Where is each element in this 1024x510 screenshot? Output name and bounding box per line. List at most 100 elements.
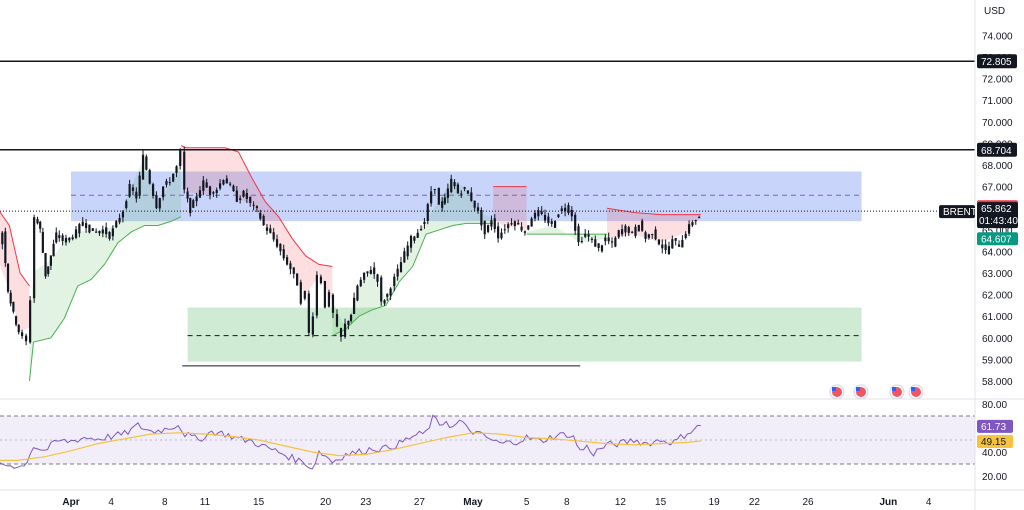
candle <box>272 227 275 242</box>
candle <box>17 324 20 335</box>
candle <box>282 244 285 261</box>
candle <box>507 222 510 233</box>
candle <box>386 293 389 301</box>
candle-body <box>493 218 496 230</box>
candle <box>145 154 148 171</box>
date-tick-label: 27 <box>414 497 426 508</box>
candle <box>168 177 171 186</box>
candle-body <box>590 238 594 240</box>
candle <box>651 233 654 239</box>
economic-event-icon[interactable] <box>908 384 924 400</box>
candle <box>33 214 36 303</box>
candle <box>631 230 634 234</box>
candle <box>423 217 426 229</box>
candle-body <box>453 182 456 187</box>
candle <box>553 220 557 229</box>
candle <box>52 239 55 257</box>
candle-body <box>165 180 168 185</box>
candle-body <box>627 227 630 233</box>
candle <box>366 271 369 277</box>
candle-body <box>131 187 135 191</box>
candle-body <box>285 257 289 265</box>
candle-body <box>366 271 369 274</box>
price-tick-label: 67.000 <box>982 183 1013 194</box>
price-pane[interactable] <box>0 0 1024 400</box>
candle <box>265 223 269 235</box>
candle-body <box>186 191 189 199</box>
candle <box>78 222 81 238</box>
candle <box>215 187 218 198</box>
candle-body <box>681 239 684 248</box>
candle-body <box>570 209 573 217</box>
candle <box>239 195 242 204</box>
candle-body <box>111 228 114 237</box>
candle <box>58 230 61 242</box>
candle-body <box>98 231 101 234</box>
candle <box>470 187 473 202</box>
candle <box>61 233 64 246</box>
candle <box>513 220 516 231</box>
key-level-tag-bg <box>977 54 1017 69</box>
candle <box>380 275 383 306</box>
candle-body <box>232 185 235 192</box>
candle <box>674 238 677 246</box>
time-axis[interactable]: 6Apr481115202327May581215192226Jun4 <box>0 489 1024 508</box>
candle-body <box>162 186 165 198</box>
candle-body <box>476 207 480 211</box>
candle-body <box>252 204 255 206</box>
candle-body <box>9 292 12 304</box>
date-tick-label: 8 <box>564 497 570 508</box>
candle-body <box>145 156 148 170</box>
candle <box>165 178 168 188</box>
candle <box>208 185 212 200</box>
rsi-pane[interactable] <box>0 414 975 470</box>
candle-body <box>245 193 248 199</box>
candle-body <box>363 272 366 280</box>
candle-body <box>691 222 694 226</box>
candle <box>441 197 444 212</box>
symbol-tag: BRENT <box>939 205 977 219</box>
candle-body <box>513 221 516 226</box>
candle <box>409 234 413 253</box>
economic-event-icon[interactable] <box>853 384 869 400</box>
candle-body <box>483 220 486 235</box>
candle <box>426 202 429 225</box>
price-axis[interactable]: USD 58.000 59.000 60.000 61.000 62.000 63.000 6… <box>939 0 1018 510</box>
candle <box>235 186 238 203</box>
candle <box>500 228 503 240</box>
candle-body <box>20 332 24 337</box>
support-zone <box>187 307 862 362</box>
candle-body <box>460 193 463 195</box>
candle <box>162 186 165 201</box>
supertrend-up-fill-2 <box>332 180 494 336</box>
last-price-tag-text: 65.862 <box>981 204 1012 215</box>
key-level-price-tag: 72.805 <box>977 54 1017 69</box>
candle-body <box>584 233 587 237</box>
candle <box>323 280 327 309</box>
candle <box>331 293 335 319</box>
us-flag-canton <box>911 387 915 391</box>
candle <box>138 171 141 199</box>
candle-body <box>239 198 242 200</box>
economic-event-icon[interactable] <box>829 384 845 400</box>
candle <box>490 215 493 231</box>
candle <box>269 224 272 234</box>
candle-body <box>74 229 78 238</box>
candle <box>108 231 111 241</box>
candle-body <box>580 241 583 243</box>
economic-event-icon[interactable] <box>889 384 905 400</box>
candle <box>567 202 570 216</box>
candle <box>691 220 694 227</box>
candle-body <box>560 208 563 212</box>
candle-body <box>490 220 493 227</box>
date-tick-label: 15 <box>655 497 667 508</box>
candle <box>141 149 145 180</box>
candle <box>71 234 74 241</box>
candle-body <box>620 229 624 235</box>
candle-body <box>215 189 218 193</box>
candle <box>446 183 449 204</box>
candle-body <box>607 237 610 242</box>
candle <box>101 225 104 238</box>
date-tick-label: 20 <box>320 497 332 508</box>
